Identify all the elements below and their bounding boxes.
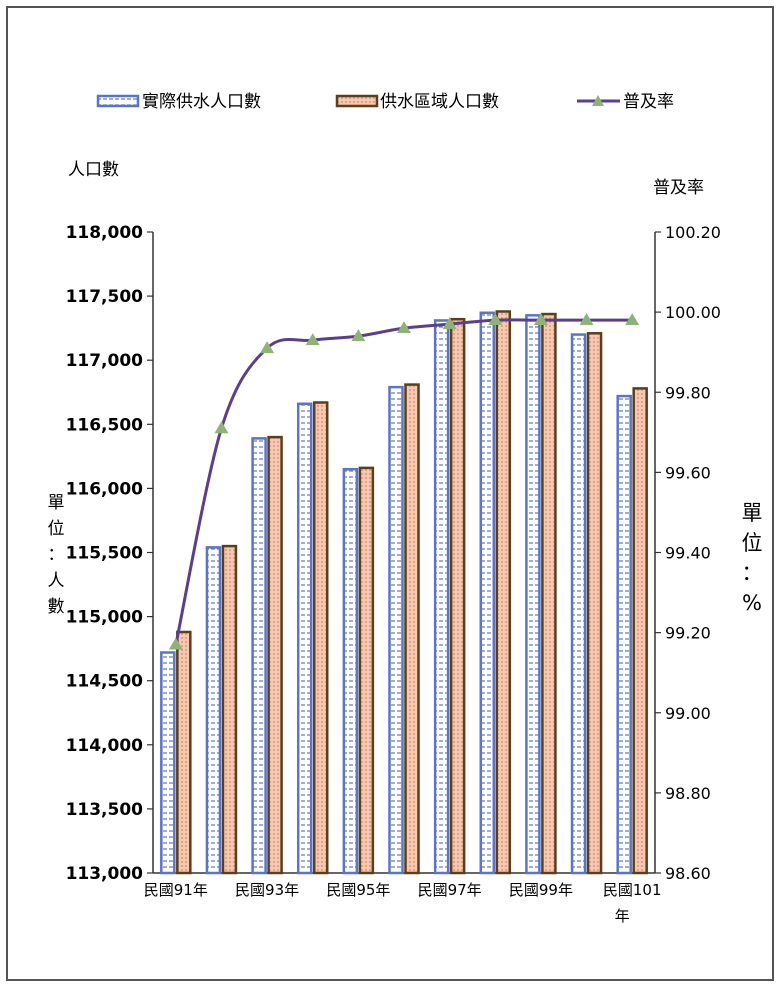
bar-series1 <box>479 311 496 875</box>
left-unit-char: 人 <box>48 571 65 591</box>
right-tick-label: 99.60 <box>665 463 711 482</box>
legend-item-series3: 普及率 <box>577 92 674 112</box>
bar-series2 <box>495 310 512 875</box>
line-marker <box>579 313 594 326</box>
right-tick-label: 99.80 <box>665 383 711 402</box>
left-tick-label: 116,000 <box>66 479 144 499</box>
x-tick-label: 民國97年 <box>418 881 482 899</box>
left-tick-label: 117,000 <box>66 351 144 371</box>
bar-series1 <box>570 333 587 875</box>
bar-series2 <box>541 312 557 875</box>
left-tick-label: 113,000 <box>66 864 144 884</box>
line-marker <box>214 421 229 434</box>
left-unit-char: 數 <box>48 597 65 617</box>
left-tick-label: 113,500 <box>66 800 144 820</box>
line-marker <box>351 329 366 342</box>
left-unit-char: 單 <box>48 493 65 513</box>
right-unit-char: 單 <box>742 501 763 525</box>
bar-series1 <box>525 314 541 875</box>
left-unit-char: 位 <box>48 519 65 539</box>
bar-series1 <box>342 467 359 875</box>
left-tick-label: 118,000 <box>66 223 144 243</box>
bar-series2 <box>267 435 283 875</box>
line-marker <box>442 317 457 330</box>
left-tick-label: 114,000 <box>66 736 144 756</box>
right-tick-label: 99.40 <box>665 544 711 563</box>
right-unit-char: 位 <box>742 531 763 555</box>
x-tick-label: 民國99年 <box>509 881 573 899</box>
line-marker <box>533 313 548 326</box>
bar-series2 <box>404 383 420 875</box>
bar-series2 <box>312 401 329 875</box>
left-unit-label: 單 位 ： 人 數 <box>48 493 65 617</box>
x-tick-label: 民國93年 <box>235 881 299 899</box>
bar-series1 <box>616 394 632 875</box>
bar-series1 <box>388 385 404 875</box>
legend-item-series2: 供水區域人口數 <box>335 92 499 112</box>
bar-series1 <box>296 402 313 875</box>
x-tick-label: 民國91年 <box>144 881 208 899</box>
left-unit-char: ： <box>48 545 65 565</box>
right-tick-label: 99.00 <box>665 704 711 723</box>
bar-series2 <box>358 466 375 875</box>
legend: 實際供水人口數 供水區域人口數 普及率 <box>96 92 674 112</box>
legend-label-series3: 普及率 <box>623 92 674 112</box>
legend-item-series1: 實際供水人口數 <box>96 92 261 112</box>
x-tick-label: 民國95年 <box>326 881 390 899</box>
line-marker <box>260 341 275 354</box>
line-marker <box>305 333 320 346</box>
bar-series1 <box>251 437 267 875</box>
right-tick-label: 98.60 <box>665 864 711 883</box>
legend-swatch-series1 <box>96 94 140 108</box>
bar-series2 <box>586 332 603 875</box>
right-tick-label: 100.00 <box>665 303 721 322</box>
bar-series2 <box>221 544 238 875</box>
legend-marker-series3 <box>592 95 604 106</box>
legend-swatch-series2 <box>335 94 379 108</box>
left-tick-label: 115,000 <box>66 608 144 628</box>
plot-area: 113,000 113,500 114,000 114,500 115,000 115,5… <box>66 223 721 925</box>
left-axis-title: 人口數 <box>68 160 119 180</box>
legend-label-series2: 供水區域人口數 <box>380 92 499 112</box>
bar-series1 <box>433 319 450 875</box>
right-unit-char: % <box>742 591 762 615</box>
right-axis-title: 普及率 <box>653 178 704 198</box>
x-tick-label: 民國101 <box>603 881 662 899</box>
bar-series1 <box>160 651 176 875</box>
right-tick-label: 100.20 <box>665 223 721 242</box>
right-tick-label: 98.80 <box>665 784 711 803</box>
left-tick-label: 117,500 <box>66 287 144 307</box>
line-marker <box>625 313 640 326</box>
line-series3 <box>174 318 633 645</box>
legend-label-series1: 實際供水人口數 <box>142 92 261 112</box>
line-marker <box>488 313 503 326</box>
bar-series1 <box>205 546 222 875</box>
line-marker <box>397 321 411 334</box>
bar-series2 <box>176 630 192 875</box>
right-tick-label: 99.20 <box>665 624 711 643</box>
left-tick-label: 115,500 <box>66 544 144 564</box>
bar-series2 <box>449 317 466 875</box>
bar-series2 <box>632 387 648 875</box>
left-tick-label: 114,500 <box>66 672 144 692</box>
right-unit-char: ： <box>742 561 763 585</box>
right-unit-label: 單 位 ： % <box>742 501 763 615</box>
left-tick-label: 116,500 <box>66 415 144 435</box>
x-tick-label: 年 <box>615 907 630 925</box>
line-marker <box>168 637 183 650</box>
